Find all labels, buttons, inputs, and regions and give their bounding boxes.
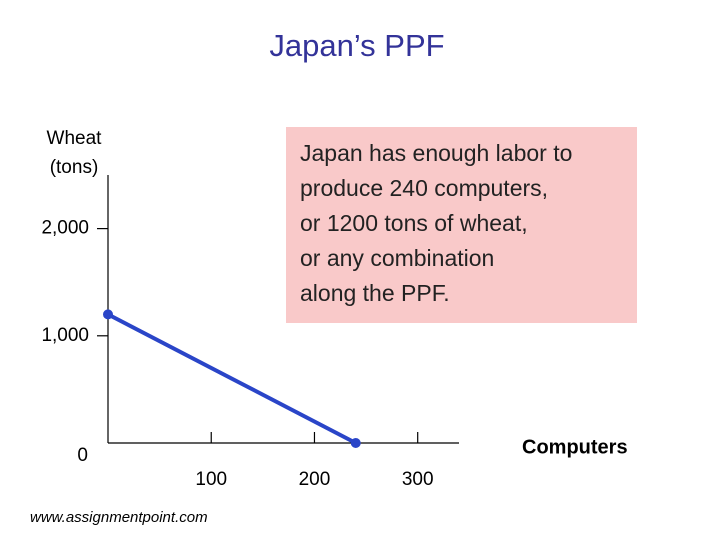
annotation-text: along the PPF.	[300, 280, 450, 306]
x-tick-label: 300	[402, 469, 434, 490]
y-tick-label: 2,000	[41, 218, 89, 239]
chart-title: Japan’s PPF	[269, 28, 444, 63]
footer: www.assignmentpoint.com	[30, 509, 208, 526]
annotation-text: or any combination	[300, 245, 494, 271]
x-axis-label: Computers	[522, 436, 628, 458]
annotation-text: or 1200 tons of wheat,	[300, 210, 528, 236]
y-tick-label: 1,000	[41, 325, 89, 346]
y-axis-label: (tons)	[50, 157, 99, 178]
ppf-point	[103, 309, 113, 320]
ppf-point	[350, 438, 361, 448]
x-tick-label: 100	[195, 469, 227, 490]
y-tick-label: 0	[77, 445, 88, 466]
annotation-box	[286, 127, 637, 323]
annotation-text: produce 240 computers,	[300, 175, 548, 201]
x-tick-label: 200	[299, 469, 331, 490]
ppf-line	[107, 312, 357, 445]
y-axis-label: Wheat	[47, 128, 103, 149]
annotation-text: Japan has enough labor to	[300, 140, 572, 166]
